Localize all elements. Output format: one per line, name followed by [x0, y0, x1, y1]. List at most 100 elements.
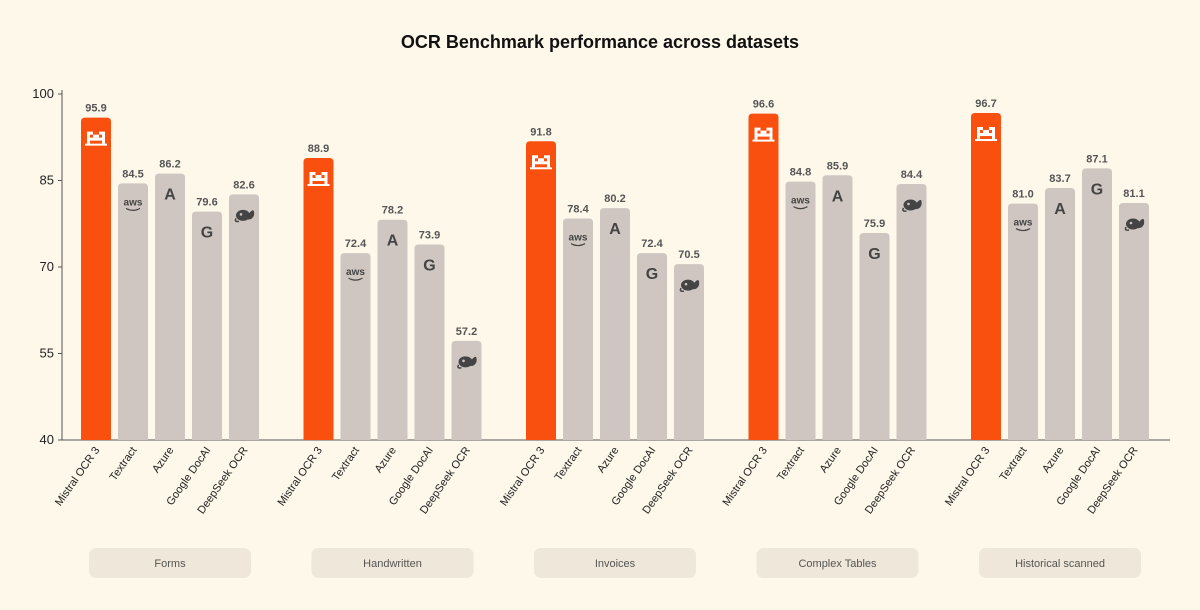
google-logo-icon: G — [868, 246, 880, 263]
bar — [637, 253, 667, 440]
azure-logo-icon: A — [164, 187, 176, 204]
bar — [526, 141, 556, 440]
value-label: 85.9 — [827, 160, 848, 172]
bar — [1008, 203, 1038, 440]
svg-text:aws: aws — [569, 233, 588, 244]
x-tick-label: Azure — [818, 445, 844, 475]
value-label: 72.4 — [641, 238, 663, 250]
x-tick-label: Mistral OCR 3 — [721, 445, 770, 508]
group-label: Handwritten — [363, 558, 422, 570]
svg-text:A: A — [164, 187, 176, 204]
bar-item: 83.7 A Azure — [1040, 173, 1075, 475]
aws-logo-icon: aws — [346, 267, 365, 281]
value-label: 84.8 — [790, 167, 811, 179]
google-logo-icon: G — [646, 266, 658, 283]
value-label: 96.6 — [753, 99, 774, 111]
bar-item: 85.9 A Azure — [818, 160, 853, 475]
value-label: 82.6 — [233, 179, 254, 191]
value-label: 78.2 — [382, 205, 403, 217]
value-label: 87.1 — [1086, 153, 1107, 165]
bar-item: 88.9 Mistral OCR 3 — [276, 143, 334, 508]
group-label-pill: Complex Tables — [756, 548, 919, 578]
bar-group: 95.9 Mistral OCR 3 84.5 aws Textract 86.2 A Azu… — [53, 103, 259, 516]
svg-text:aws: aws — [124, 197, 143, 208]
group-label: Complex Tables — [798, 558, 877, 570]
bar-item: 91.8 Mistral OCR 3 — [498, 126, 556, 508]
bar-item: 86.2 A Azure — [150, 159, 185, 475]
mistral-logo-icon — [975, 127, 997, 142]
bar — [748, 113, 779, 441]
y-tick-label: 85 — [40, 173, 54, 188]
y-tick-label: 55 — [40, 346, 54, 361]
bar-item: 84.8 aws Textract — [775, 167, 816, 483]
bar-item: 96.6 Mistral OCR 3 — [721, 99, 779, 508]
group-label-pill: Forms — [89, 548, 251, 578]
value-label: 86.2 — [159, 159, 180, 171]
bar — [563, 218, 593, 440]
azure-logo-icon: A — [1054, 201, 1066, 218]
bar — [340, 253, 371, 440]
bar — [822, 175, 853, 440]
bar — [414, 244, 445, 440]
value-label: 79.6 — [196, 197, 217, 209]
aws-logo-icon: aws — [124, 197, 143, 211]
mistral-logo-icon — [752, 127, 775, 142]
bar — [155, 173, 185, 440]
svg-text:A: A — [832, 188, 844, 205]
google-logo-icon: G — [1091, 181, 1103, 198]
bar-item: 78.4 aws Textract — [553, 204, 593, 483]
svg-text:G: G — [201, 225, 213, 242]
value-label: 73.9 — [419, 230, 440, 242]
x-tick-label: Mistral OCR 3 — [943, 445, 992, 508]
x-tick-label: Textract — [553, 445, 585, 483]
value-label: 81.1 — [1123, 188, 1144, 200]
svg-text:aws: aws — [1014, 218, 1033, 229]
svg-text:A: A — [1054, 201, 1066, 218]
bar-group: 96.6 Mistral OCR 3 84.8 aws Textract 85.9 A Azu… — [721, 99, 927, 516]
bar-item: 96.7 Mistral OCR 3 — [943, 98, 1001, 508]
x-tick-label: Azure — [150, 445, 176, 475]
deepseek-logo-icon — [234, 209, 255, 223]
bar — [859, 232, 890, 440]
group-label-bg — [311, 548, 474, 578]
group-label-bg — [534, 548, 696, 578]
value-label: 84.5 — [122, 168, 143, 180]
aws-logo-icon: aws — [569, 233, 588, 247]
svg-text:A: A — [387, 233, 399, 250]
group-label-pill: Handwritten — [311, 548, 474, 578]
value-label: 91.8 — [530, 126, 551, 138]
group-labels-layer: Forms Handwritten Invoices Complex Tables Hi… — [89, 548, 1141, 578]
x-tick-label: Textract — [775, 445, 807, 483]
bar — [1119, 202, 1149, 440]
value-label: 57.2 — [456, 326, 477, 338]
group-label-bg — [979, 548, 1141, 578]
group-label: Forms — [154, 558, 186, 570]
google-logo-icon: G — [423, 258, 435, 275]
bar-group: 91.8 Mistral OCR 3 78.4 aws Textract 80.2 A Azu… — [498, 126, 704, 516]
bar-group: 88.9 Mistral OCR 3 72.4 aws Textract 78.2 A Azu… — [276, 143, 482, 516]
aws-logo-icon: aws — [791, 196, 810, 210]
group-label-pill: Invoices — [534, 548, 696, 578]
chart-title: OCR Benchmark performance across dataset… — [401, 32, 799, 52]
x-tick-label: Azure — [373, 445, 399, 475]
value-label: 95.9 — [85, 103, 106, 115]
bar — [118, 183, 148, 440]
bar-item: 72.4 aws Textract — [330, 238, 371, 483]
bar — [674, 264, 704, 440]
value-label: 72.4 — [345, 238, 367, 250]
x-tick-label: Azure — [1040, 445, 1066, 475]
y-tick-label: 70 — [40, 259, 54, 274]
value-label: 70.5 — [678, 249, 699, 261]
bar — [192, 211, 222, 440]
bar — [600, 208, 630, 440]
bar — [81, 117, 111, 440]
bar — [303, 158, 334, 440]
x-tick-label: Textract — [108, 445, 140, 483]
azure-logo-icon: A — [609, 221, 621, 238]
group-label-bg — [756, 548, 919, 578]
svg-text:aws: aws — [791, 196, 810, 207]
group-label-pill: Historical scanned — [979, 548, 1141, 578]
x-tick-label: Mistral OCR 3 — [498, 445, 547, 508]
value-label: 81.0 — [1012, 189, 1033, 201]
mistral-logo-icon — [85, 131, 107, 146]
